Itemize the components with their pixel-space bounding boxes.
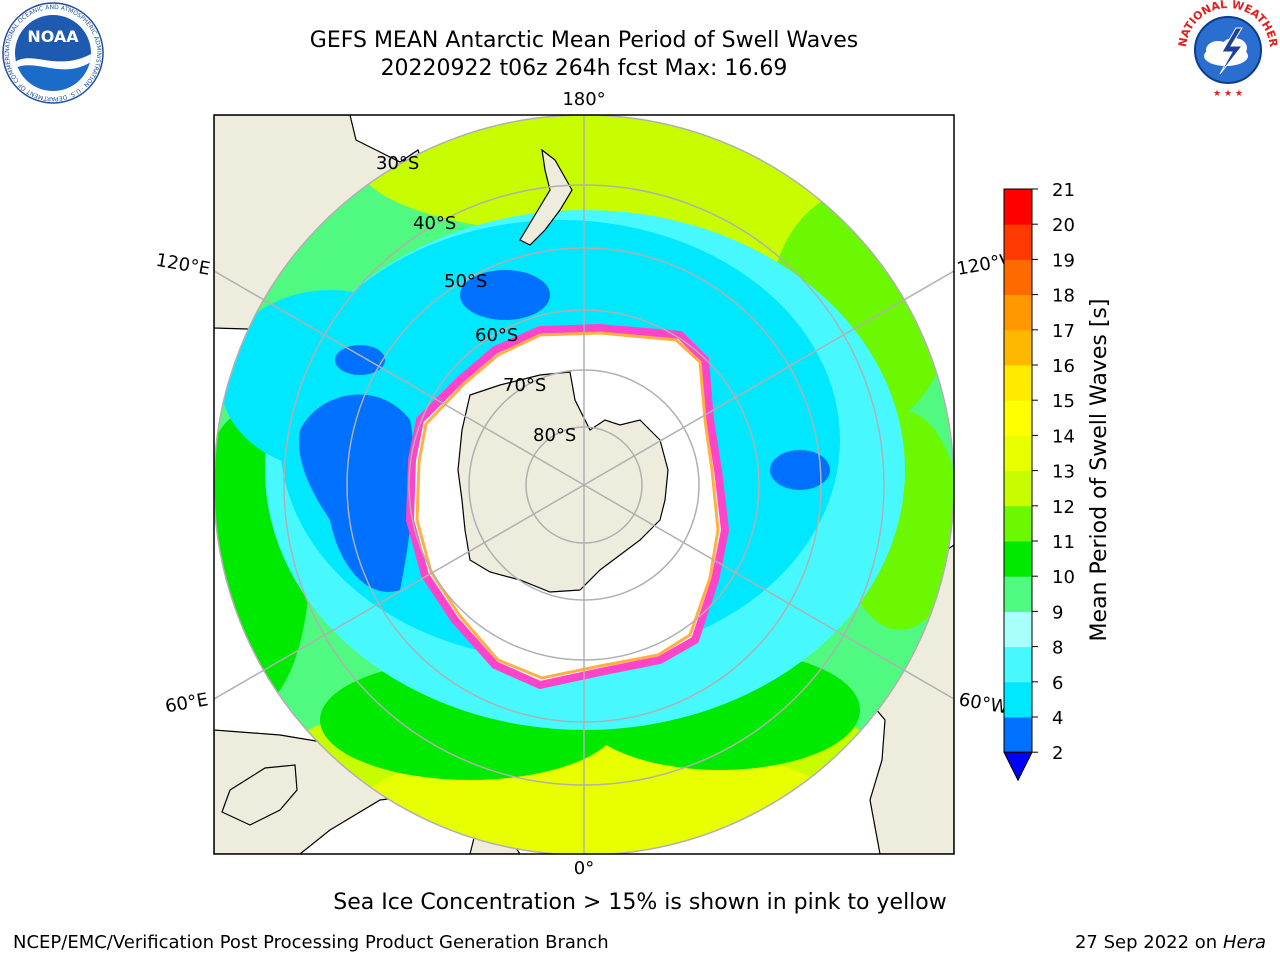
antarctica xyxy=(457,371,669,593)
colorbar-segment xyxy=(1004,576,1032,612)
colorbar-segment xyxy=(1004,470,1032,507)
chart-subtitle: 20220922 t06z 264h fcst Max: 16.69 xyxy=(380,56,788,81)
colorbar-segment xyxy=(1004,611,1032,648)
colorbar-segment xyxy=(1004,681,1032,718)
lat-label-50s: 50°S xyxy=(444,271,487,292)
colorbar-tick-label: 4 xyxy=(1052,708,1063,729)
colorbar-tick-label: 9 xyxy=(1052,602,1063,623)
colorbar-tick-label: 12 xyxy=(1052,497,1075,518)
colorbar-label: Mean Period of Swell Waves [s] xyxy=(1087,299,1112,642)
lon-label-120e: 120°E xyxy=(154,250,212,280)
sea-ice-note: Sea Ice Concentration > 15% is shown in … xyxy=(333,890,947,915)
lon-label-60w: 60°W xyxy=(957,689,1010,718)
colorbar-segment xyxy=(1004,365,1032,401)
colorbar-tick-label: 14 xyxy=(1052,426,1075,447)
lat-label-70s: 70°S xyxy=(503,375,546,396)
map-frame xyxy=(213,114,955,855)
colorbar-tick-label: 10 xyxy=(1052,567,1075,588)
lat-label-80s: 80°S xyxy=(533,425,576,446)
lon-label-180: 180° xyxy=(562,89,605,110)
colorbar-segment xyxy=(1004,224,1032,260)
colorbar-tick-label: 2 xyxy=(1052,743,1063,764)
footer-date-text: 27 Sep 2022 on xyxy=(1074,932,1218,953)
colorbar-tick-label: 11 xyxy=(1052,532,1075,553)
graticule xyxy=(214,115,954,854)
footer-host: Hera xyxy=(1222,932,1266,953)
colorbar-segment xyxy=(1004,435,1032,472)
colorbar: 2 4 6 8 9 10 11 12 13 14 15 16 17 18 19 20 21 xyxy=(1003,180,1075,782)
colorbar-tick-label: 8 xyxy=(1052,638,1063,659)
colorbar-tick-label: 21 xyxy=(1052,180,1075,201)
nws-logo: NATIONAL WEATHER SERVICE ★ ★ ★ xyxy=(1178,0,1278,99)
colorbar-segment xyxy=(1004,294,1032,331)
lat-label-60s: 60°S xyxy=(475,325,518,346)
new-zealand xyxy=(519,148,573,246)
colorbar-tick-label: 20 xyxy=(1052,215,1075,236)
colorbar-segment xyxy=(1004,189,1032,225)
colorbar-segment xyxy=(1004,541,1032,577)
svg-text:★ ★ ★: ★ ★ ★ xyxy=(1213,89,1243,99)
chart-title: GEFS MEAN Antarctic Mean Period of Swell… xyxy=(309,28,859,53)
colorbar-tick-label: 17 xyxy=(1052,321,1075,342)
colorbar-tick-label: 18 xyxy=(1052,286,1075,307)
colorbar-segment xyxy=(1004,505,1032,542)
colorbar-tick-label: 16 xyxy=(1052,356,1075,377)
colorbar-segment xyxy=(1004,717,1032,753)
lon-label-0: 0° xyxy=(574,858,594,879)
footer-date: 27 Sep 2022 on Hera xyxy=(1075,932,1266,953)
noaa-logo: NOAA NATIONAL OCEANIC AND ATMOSPHERIC AD… xyxy=(2,2,104,104)
colorbar-tick-label: 15 xyxy=(1052,391,1075,412)
colorbar-tick-label: 6 xyxy=(1052,673,1063,694)
colorbar-segment xyxy=(1004,329,1032,366)
colorbar-extend-arrow xyxy=(1003,751,1033,782)
colorbar-tick-label: 13 xyxy=(1052,462,1075,483)
lat-label-30s: 30°S xyxy=(376,153,419,174)
colorbar-segment xyxy=(1004,259,1032,296)
lon-label-60e: 60°E xyxy=(164,689,210,717)
noaa-logo-text: NOAA xyxy=(27,27,79,46)
colorbar-segment xyxy=(1004,646,1032,683)
colorbar-tick-label: 19 xyxy=(1052,250,1075,271)
lat-label-40s: 40°S xyxy=(413,213,456,234)
colorbar-segment xyxy=(1004,400,1032,436)
footer-credit: NCEP/EMC/Verification Post Processing Pr… xyxy=(13,932,609,953)
